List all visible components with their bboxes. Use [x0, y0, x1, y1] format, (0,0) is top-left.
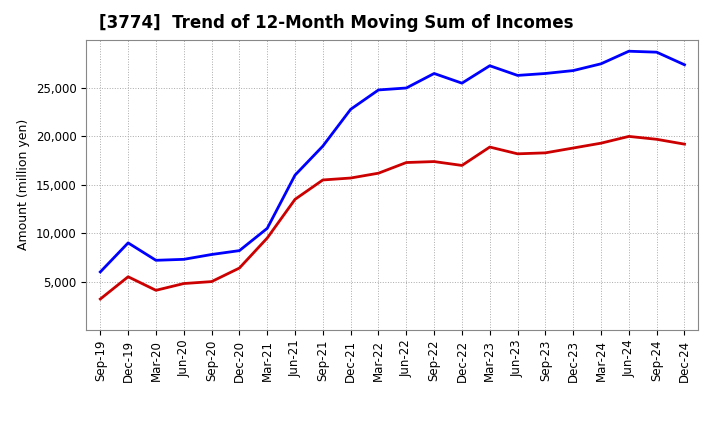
Net Income: [96, 297, 104, 302]
Ordinary Income: [458, 81, 467, 86]
Ordinary Income: [152, 258, 161, 263]
Net Income: [402, 160, 410, 165]
Ordinary Income: [124, 240, 132, 246]
Line: Ordinary Income: Ordinary Income: [100, 51, 685, 272]
Net Income: [569, 145, 577, 150]
Ordinary Income: [96, 269, 104, 275]
Net Income: [430, 159, 438, 164]
Net Income: [152, 288, 161, 293]
Y-axis label: Amount (million yen): Amount (million yen): [17, 119, 30, 250]
Ordinary Income: [541, 71, 550, 76]
Ordinary Income: [263, 226, 271, 231]
Ordinary Income: [346, 106, 355, 112]
Ordinary Income: [207, 252, 216, 257]
Ordinary Income: [652, 50, 661, 55]
Ordinary Income: [402, 85, 410, 91]
Net Income: [291, 197, 300, 202]
Net Income: [318, 177, 327, 183]
Net Income: [680, 142, 689, 147]
Ordinary Income: [235, 248, 243, 253]
Net Income: [346, 176, 355, 181]
Ordinary Income: [179, 257, 188, 262]
Ordinary Income: [430, 71, 438, 76]
Net Income: [652, 137, 661, 142]
Ordinary Income: [374, 87, 383, 92]
Text: [3774]  Trend of 12-Month Moving Sum of Incomes: [3774] Trend of 12-Month Moving Sum of I…: [99, 15, 573, 33]
Net Income: [124, 274, 132, 279]
Net Income: [207, 279, 216, 284]
Ordinary Income: [680, 62, 689, 67]
Net Income: [485, 144, 494, 150]
Net Income: [179, 281, 188, 286]
Ordinary Income: [597, 61, 606, 66]
Net Income: [235, 265, 243, 271]
Net Income: [541, 150, 550, 155]
Ordinary Income: [318, 143, 327, 149]
Net Income: [624, 134, 633, 139]
Ordinary Income: [291, 172, 300, 178]
Ordinary Income: [485, 63, 494, 68]
Ordinary Income: [569, 68, 577, 73]
Ordinary Income: [624, 48, 633, 54]
Net Income: [513, 151, 522, 157]
Line: Net Income: Net Income: [100, 136, 685, 299]
Ordinary Income: [513, 73, 522, 78]
Net Income: [263, 235, 271, 241]
Net Income: [597, 140, 606, 146]
Net Income: [458, 163, 467, 168]
Net Income: [374, 171, 383, 176]
